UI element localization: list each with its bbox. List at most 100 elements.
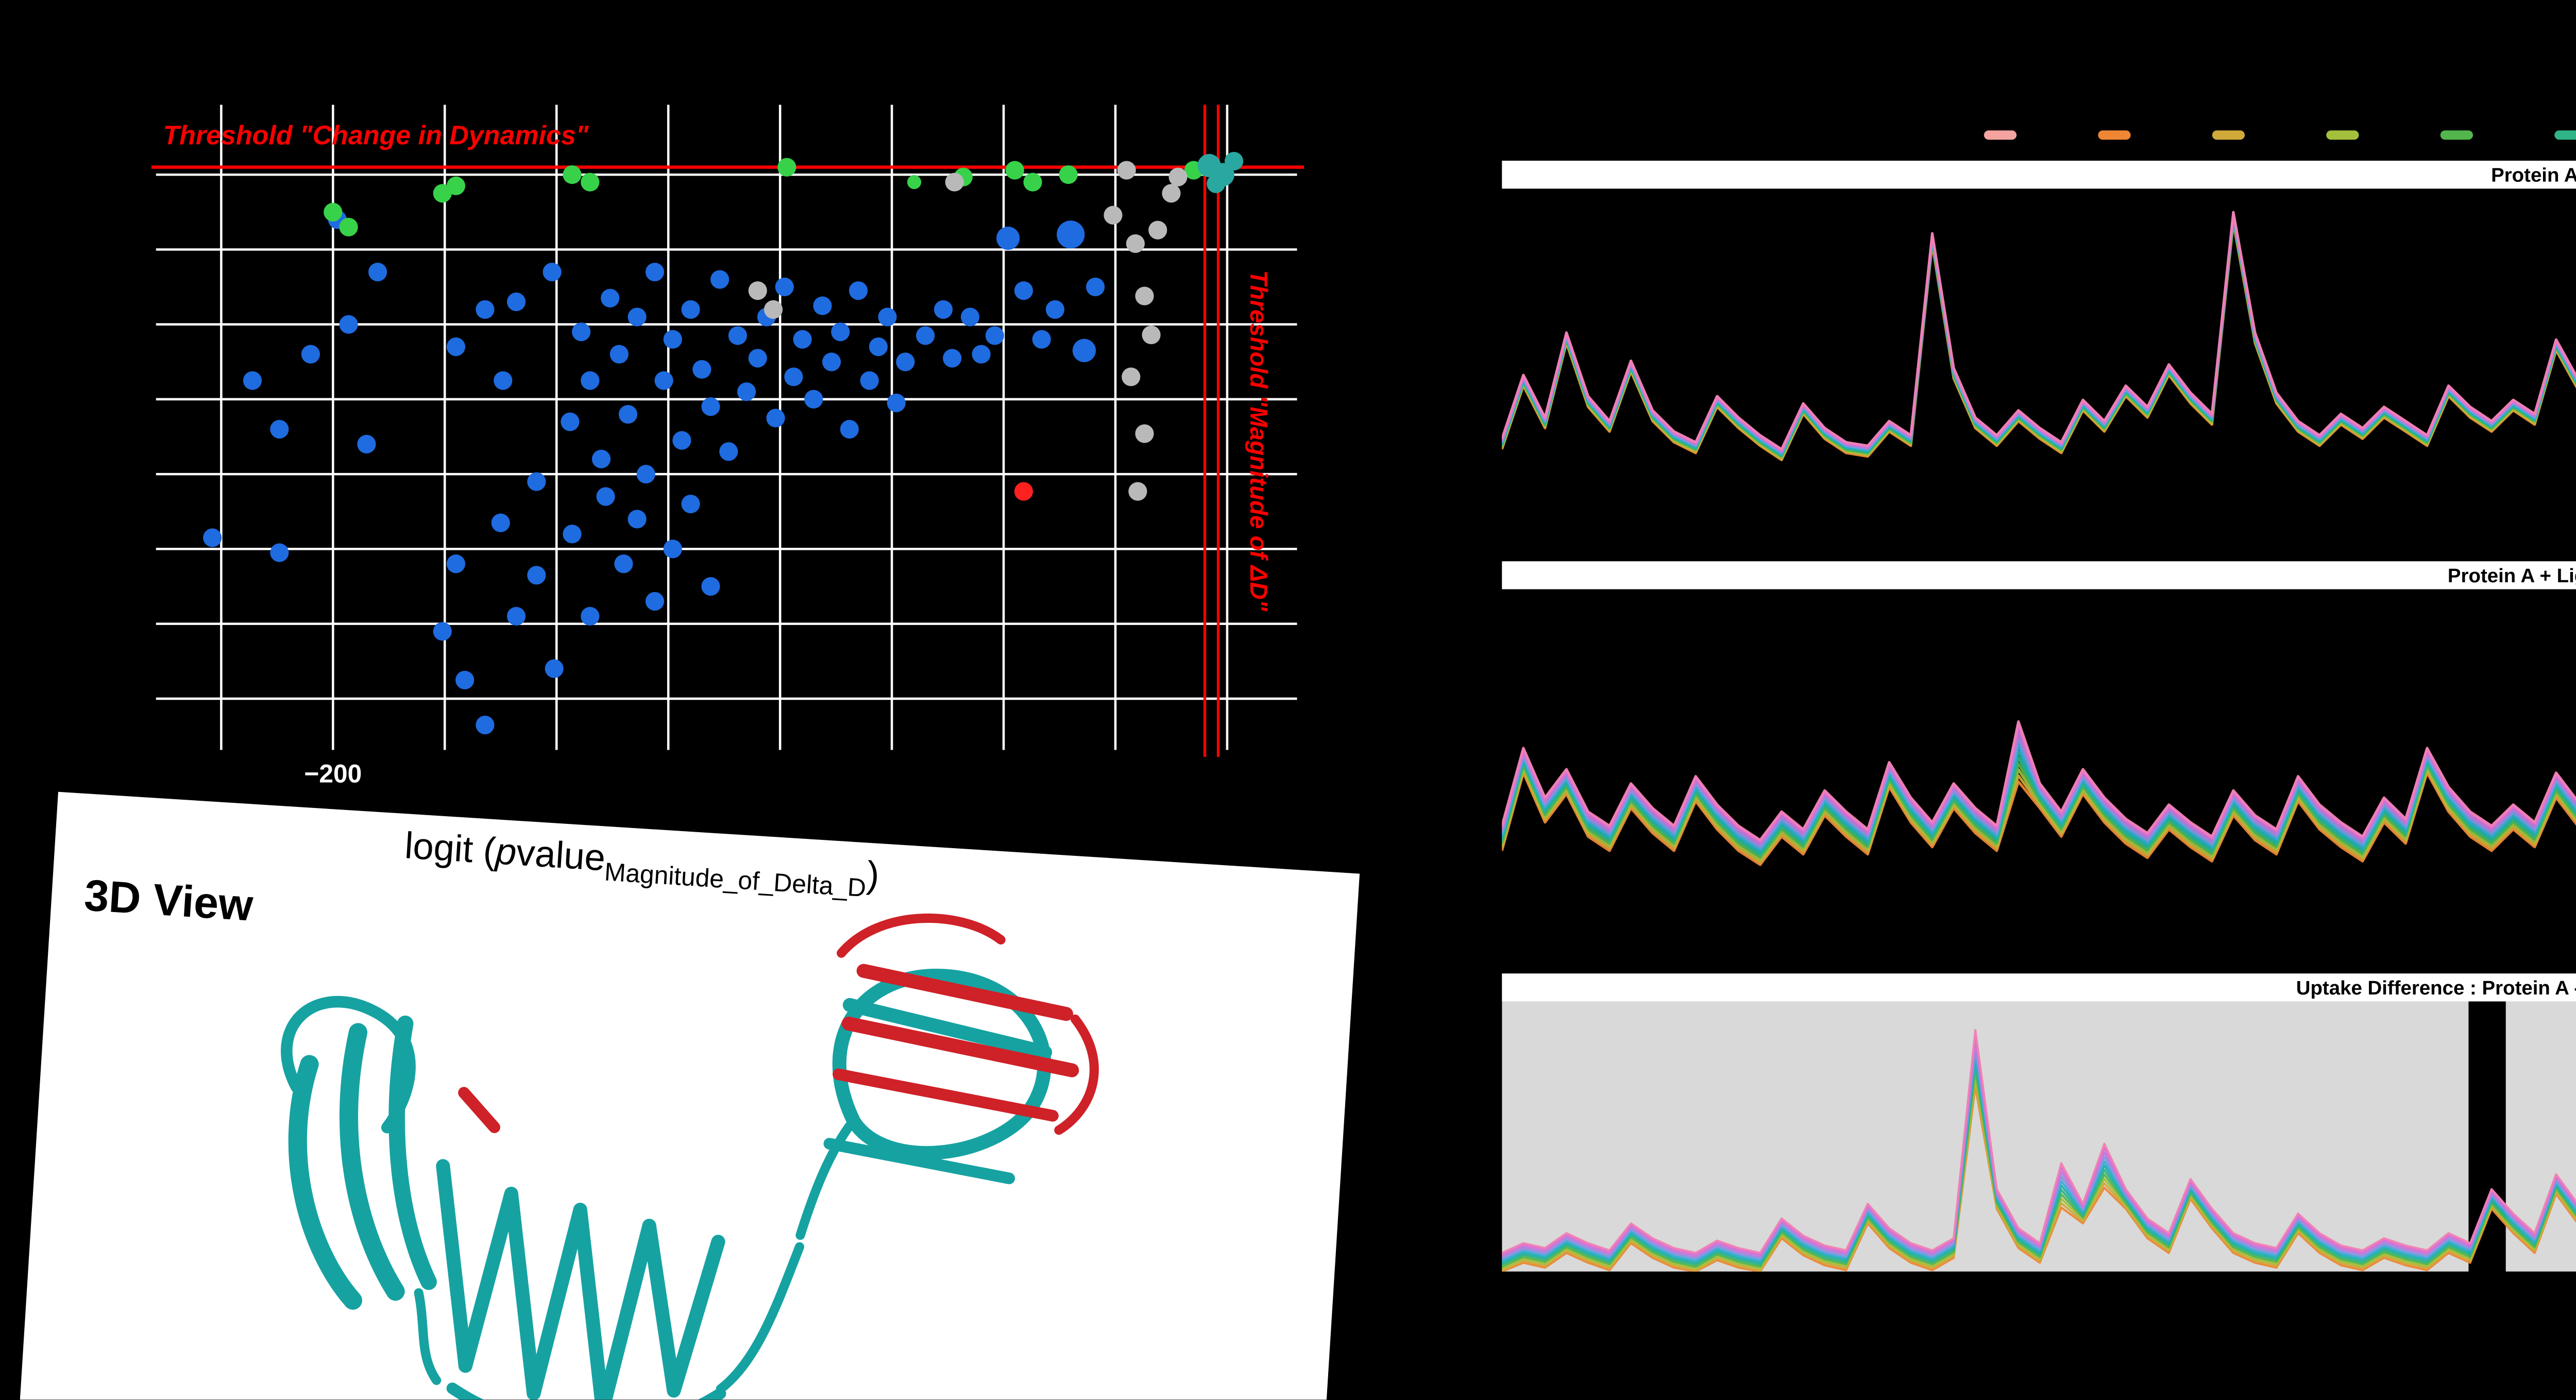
- scatter-point-blue-points[interactable]: [581, 371, 600, 390]
- scatter-point-gray-points[interactable]: [764, 300, 783, 319]
- scatter-point-blue-points[interactable]: [601, 289, 620, 308]
- scatter-point-blue-points[interactable]: [934, 300, 953, 319]
- scatter-point-blue-points[interactable]: [1014, 281, 1033, 300]
- scatter-point-blue-points[interactable]: [203, 528, 222, 547]
- scatter-point-blue-points[interactable]: [506, 292, 526, 311]
- scatter-point-green-points[interactable]: [1059, 165, 1078, 184]
- scatter-point-gray-points[interactable]: [945, 173, 964, 192]
- scatter-point-blue-points[interactable]: [339, 315, 358, 334]
- scatter-point-blue-points[interactable]: [563, 525, 582, 544]
- scatter-point-blue-points[interactable]: [663, 330, 682, 349]
- scatter-point-blue-points[interactable]: [681, 495, 700, 514]
- scatter-point-blue-points[interactable]: [506, 606, 526, 626]
- scatter-point-blue-points[interactable]: [860, 371, 879, 390]
- scatter-point-teal-points[interactable]: [1207, 174, 1226, 193]
- scatter-point-gray-points[interactable]: [1126, 234, 1145, 253]
- scatter-point-blue-points[interactable]: [581, 606, 600, 626]
- scatter-point-red-point[interactable]: [1014, 482, 1033, 501]
- scatter-point-gray-points[interactable]: [1104, 206, 1123, 225]
- scatter-point-blue-points[interactable]: [775, 277, 794, 296]
- scatter-point-blue-points[interactable]: [849, 281, 868, 300]
- scatter-point-gray-points[interactable]: [1162, 184, 1181, 203]
- scatter-point-blue-points[interactable]: [618, 404, 638, 424]
- scatter-point-blue-points[interactable]: [1045, 300, 1064, 319]
- scatter-point-gray-points[interactable]: [1135, 424, 1154, 443]
- scatter-point-green-points[interactable]: [777, 158, 796, 177]
- scatter-point-blue-points[interactable]: [628, 308, 647, 327]
- scatter-point-blue-points[interactable]: [476, 300, 495, 319]
- scatter-point-blue-points[interactable]: [784, 367, 803, 386]
- legend-dash-timepoint-1[interactable]: [1984, 130, 2017, 139]
- scatter-point-blue-points[interactable]: [572, 322, 591, 342]
- scatter-point-blue-points[interactable]: [737, 382, 756, 401]
- scatter-point-blue-points[interactable]: [1057, 221, 1085, 249]
- scatter-point-blue-points[interactable]: [433, 622, 452, 641]
- scatter-point-blue-points[interactable]: [748, 349, 767, 368]
- scatter-point-blue-points[interactable]: [681, 300, 700, 319]
- scatter-point-blue-points[interactable]: [728, 326, 747, 345]
- scatter-point-blue-points[interactable]: [672, 431, 691, 450]
- scatter-point-blue-points[interactable]: [301, 345, 320, 364]
- scatter-point-blue-points[interactable]: [692, 360, 711, 379]
- scatter-point-green-points[interactable]: [446, 176, 466, 195]
- legend-dash-timepoint-2[interactable]: [2098, 130, 2131, 139]
- protein-structure[interactable]: [18, 792, 1360, 1400]
- scatter-point-blue-points[interactable]: [1086, 277, 1105, 296]
- scatter-point-green-points[interactable]: [563, 165, 582, 184]
- scatter-point-blue-points[interactable]: [869, 337, 888, 357]
- scatter-point-blue-points[interactable]: [446, 337, 466, 357]
- scatter-point-blue-points[interactable]: [896, 352, 915, 372]
- scatter-point-blue-points[interactable]: [368, 262, 387, 281]
- legend-dash-timepoint-3[interactable]: [2212, 130, 2245, 139]
- scatter-point-blue-points[interactable]: [357, 434, 376, 454]
- scatter-point-blue-points[interactable]: [822, 352, 841, 372]
- scatter-point-green-points[interactable]: [581, 173, 600, 192]
- scatter-point-green-points[interactable]: [1023, 173, 1042, 192]
- scatter-point-gray-points[interactable]: [1122, 367, 1141, 386]
- scatter-point-blue-points[interactable]: [561, 412, 580, 431]
- scatter-point-blue-points[interactable]: [1072, 339, 1096, 362]
- scatter-point-green-points[interactable]: [907, 175, 922, 190]
- scatter-point-blue-points[interactable]: [596, 487, 615, 506]
- scatter-point-blue-points[interactable]: [701, 577, 720, 596]
- scatter-point-blue-points[interactable]: [243, 371, 262, 390]
- scatter-point-blue-points[interactable]: [985, 326, 1004, 345]
- scatter-point-blue-points[interactable]: [591, 449, 611, 468]
- scatter-point-blue-points[interactable]: [972, 345, 991, 364]
- scatter-point-gray-points[interactable]: [1168, 167, 1188, 187]
- scatter-point-blue-points[interactable]: [654, 371, 673, 390]
- scatter-point-blue-points[interactable]: [270, 543, 289, 562]
- scatter-point-green-points[interactable]: [324, 203, 343, 222]
- scatter-point-blue-points[interactable]: [887, 393, 906, 413]
- scatter-point-blue-points[interactable]: [916, 326, 935, 345]
- scatter-point-gray-points[interactable]: [1142, 325, 1161, 345]
- scatter-point-blue-points[interactable]: [766, 409, 785, 428]
- scatter-point-blue-points[interactable]: [645, 262, 665, 281]
- scatter-point-blue-points[interactable]: [446, 554, 466, 574]
- legend-dash-timepoint-5[interactable]: [2440, 130, 2473, 139]
- scatter-point-blue-points[interactable]: [813, 296, 832, 315]
- scatter-point-blue-points[interactable]: [793, 330, 812, 349]
- scatter-point-blue-points[interactable]: [614, 554, 633, 574]
- scatter-point-gray-points[interactable]: [1135, 286, 1154, 306]
- legend-dash-timepoint-6[interactable]: [2554, 130, 2576, 139]
- scatter-point-blue-points[interactable]: [996, 226, 1020, 250]
- scatter-point-blue-points[interactable]: [527, 472, 546, 491]
- scatter-point-gray-points[interactable]: [1148, 221, 1167, 240]
- scatter-point-blue-points[interactable]: [527, 566, 546, 585]
- scatter-point-blue-points[interactable]: [545, 659, 564, 678]
- scatter-point-gray-points[interactable]: [1117, 161, 1136, 180]
- scatter-point-green-points[interactable]: [339, 217, 358, 237]
- scatter-point-blue-points[interactable]: [494, 371, 513, 390]
- scatter-point-blue-points[interactable]: [960, 308, 980, 327]
- scatter-point-blue-points[interactable]: [609, 345, 629, 364]
- scatter-point-blue-points[interactable]: [645, 592, 665, 611]
- scatter-point-blue-points[interactable]: [270, 419, 289, 439]
- scatter-point-blue-points[interactable]: [1032, 330, 1051, 349]
- scatter-point-blue-points[interactable]: [636, 465, 655, 484]
- scatter-point-blue-points[interactable]: [831, 322, 850, 342]
- scatter-point-blue-points[interactable]: [719, 442, 738, 461]
- scatter-point-blue-points[interactable]: [701, 397, 720, 416]
- scatter-point-green-points[interactable]: [1005, 161, 1024, 180]
- scatter-point-teal-points[interactable]: [1224, 151, 1244, 171]
